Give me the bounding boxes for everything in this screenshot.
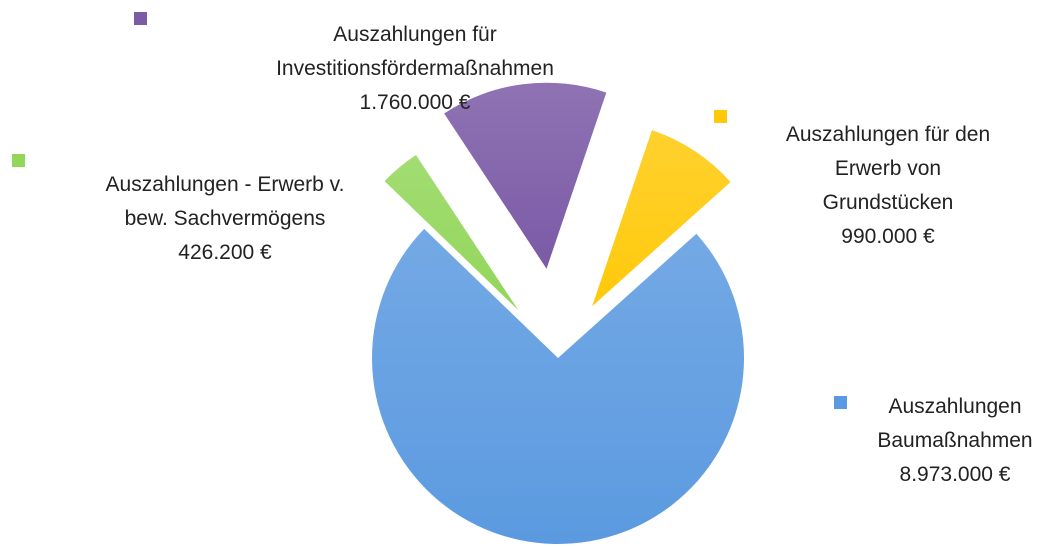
value-label: 990.000 € [841, 225, 935, 248]
category-name: Auszahlungen für den Erwerb von Grundstü… [785, 123, 991, 214]
legend-swatch [714, 110, 727, 123]
value-label: 426.200 € [178, 241, 272, 264]
value-label: 1.760.000 € [359, 91, 471, 114]
legend-swatch [12, 154, 25, 167]
value-label: 8.973.000 € [899, 463, 1011, 486]
pie-slice [592, 130, 731, 307]
legend-swatch [134, 12, 147, 25]
category-name: Auszahlungen Baumaßnahmen [877, 395, 1033, 452]
category-name: Auszahlungen für Investitionsfördermaßna… [276, 23, 554, 80]
pie-slice [372, 228, 744, 544]
slice-label: Auszahlungen Baumaßnahmen 8.973.000 € [785, 390, 1063, 492]
slice-label: Auszahlungen für den Erwerb von Grundstü… [718, 118, 1058, 254]
slice-label: Auszahlungen - Erwerb v. bew. Sachvermög… [55, 168, 395, 270]
slice-label: Auszahlungen für Investitionsfördermaßna… [245, 18, 585, 120]
pie-slice [444, 82, 607, 269]
legend-swatch [834, 396, 847, 409]
category-name: Auszahlungen - Erwerb v. bew. Sachvermög… [105, 173, 345, 230]
pie-slice [384, 155, 519, 311]
